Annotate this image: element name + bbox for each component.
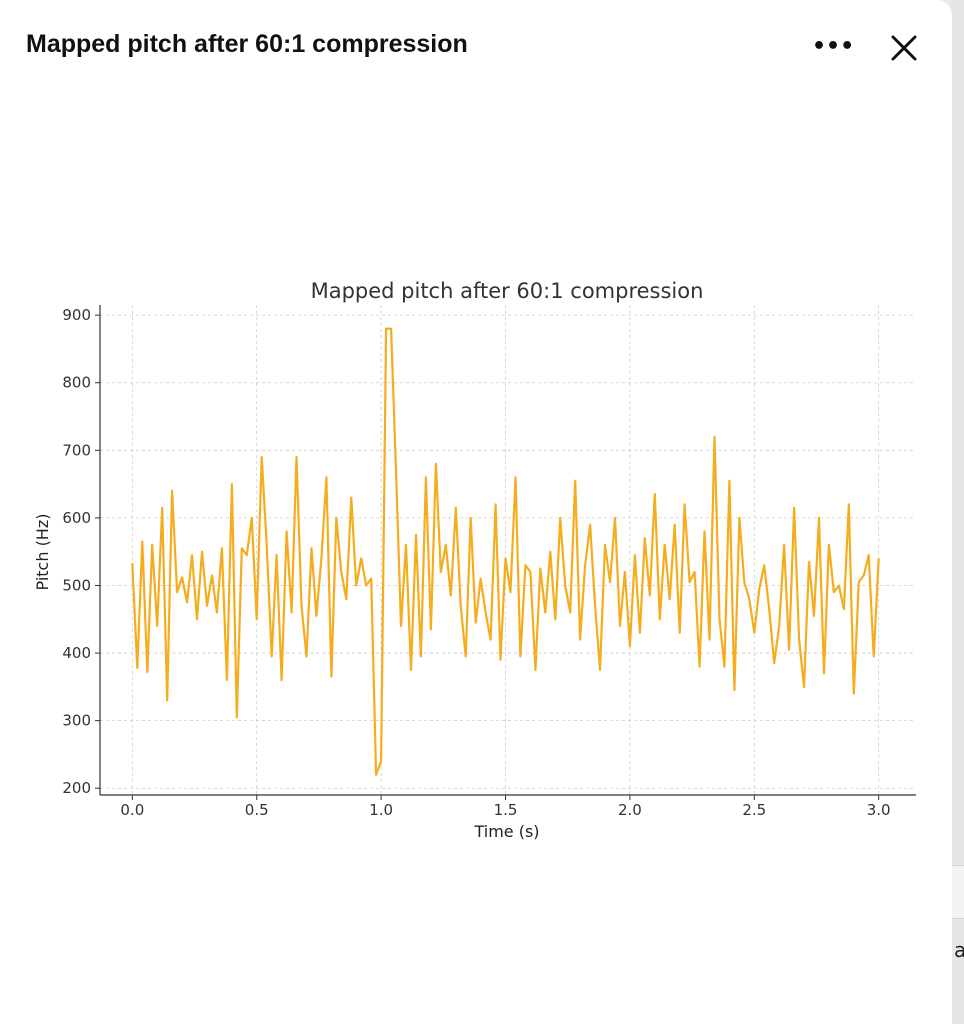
y-tick-label: 700	[62, 441, 91, 459]
axes: 0.0 0.5 1.0 1.5 2.0 2.5 3.0 200 300 400 500 600 700 8…	[62, 305, 916, 819]
y-tick-label: 300	[62, 712, 91, 730]
x-tick-label: 3.0	[867, 801, 891, 819]
more-options-button[interactable]: •••	[812, 30, 855, 66]
x-tick-label: 2.5	[742, 801, 766, 819]
close-icon	[891, 35, 917, 61]
grid	[100, 305, 916, 795]
x-tick-label: 0.5	[245, 801, 269, 819]
x-tick-label: 2.0	[618, 801, 642, 819]
y-tick-label: 400	[62, 644, 91, 662]
y-axis-label: Pitch (Hz)	[33, 514, 52, 591]
background-text: a	[954, 938, 964, 962]
y-tick-label: 600	[62, 509, 91, 527]
x-axis-label: Time (s)	[473, 822, 539, 841]
modal-title: Mapped pitch after 60:1 compression	[26, 30, 468, 58]
close-button[interactable]	[884, 28, 924, 68]
pitch-line	[131, 327, 880, 776]
background-panel	[950, 865, 964, 919]
ellipsis-icon: •••	[812, 34, 855, 59]
y-tick-label: 900	[62, 306, 91, 324]
y-tick-label: 200	[62, 779, 91, 797]
x-tick-label: 0.0	[120, 801, 144, 819]
chart-title: Mapped pitch after 60:1 compression	[311, 279, 704, 303]
background-window	[950, 0, 964, 1024]
x-tick-label: 1.5	[494, 801, 518, 819]
y-tick-label: 800	[62, 374, 91, 392]
y-tick-label: 500	[62, 576, 91, 594]
x-tick-label: 1.0	[369, 801, 393, 819]
